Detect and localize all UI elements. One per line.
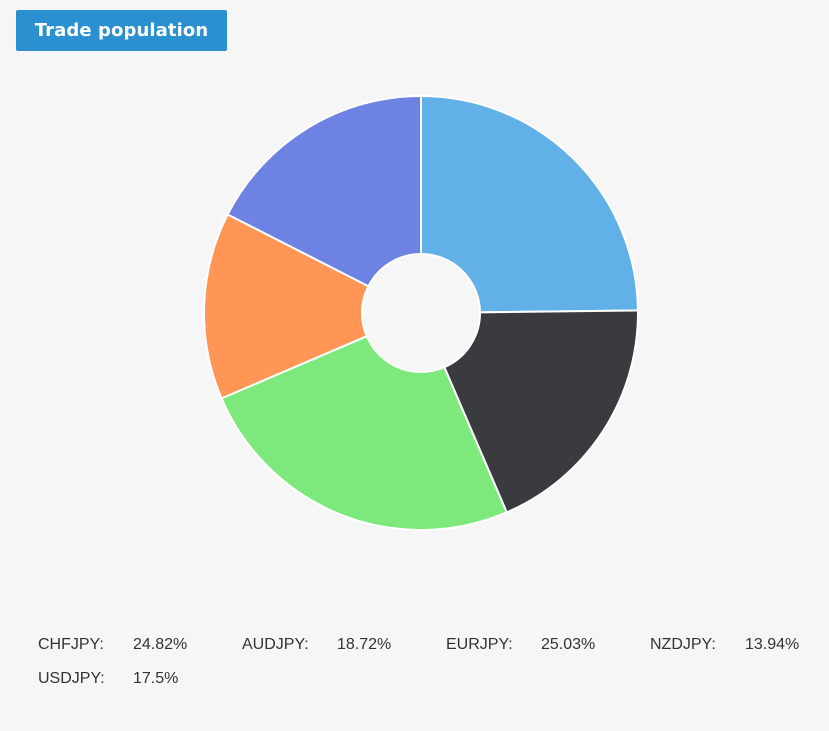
legend-value: 24.82% <box>133 636 188 653</box>
pie-slice-chfjpy[interactable] <box>420 95 639 314</box>
donut-chart <box>203 95 639 531</box>
legend-value: 18.72% <box>337 636 392 653</box>
legend-item-usdjpy: USDJPY: 17.5% <box>38 670 178 688</box>
legend-label: CHFJPY: <box>38 636 104 653</box>
legend: CHFJPY: 24.82% AUDJPY: 18.72% EURJPY: 25.03… <box>38 636 818 704</box>
legend-value: 17.5% <box>133 670 179 687</box>
legend-label: AUDJPY: <box>242 636 309 653</box>
legend-row-2: USDJPY: 17.5% <box>38 670 818 704</box>
legend-item-chfjpy: CHFJPY: 24.82% <box>38 636 187 654</box>
legend-label: EURJPY: <box>446 636 513 653</box>
legend-item-eurjpy: EURJPY: 25.03% <box>446 636 595 654</box>
legend-value: 13.94% <box>745 636 800 653</box>
pie-slice-audjpy[interactable] <box>443 309 639 514</box>
pie-slice-nzdjpy[interactable] <box>203 213 370 400</box>
pie-slice-usdjpy[interactable] <box>226 95 422 288</box>
legend-label: NZDJPY: <box>650 636 716 653</box>
pie-slice-eurjpy[interactable] <box>220 335 508 531</box>
legend-item-audjpy: AUDJPY: 18.72% <box>242 636 391 654</box>
legend-row-1: CHFJPY: 24.82% AUDJPY: 18.72% EURJPY: 25.03… <box>38 636 818 670</box>
chart-title-tab[interactable]: Trade population <box>16 10 227 51</box>
legend-item-nzdjpy: NZDJPY: 13.94% <box>650 636 799 654</box>
legend-label: USDJPY: <box>38 670 105 687</box>
legend-value: 25.03% <box>541 636 596 653</box>
